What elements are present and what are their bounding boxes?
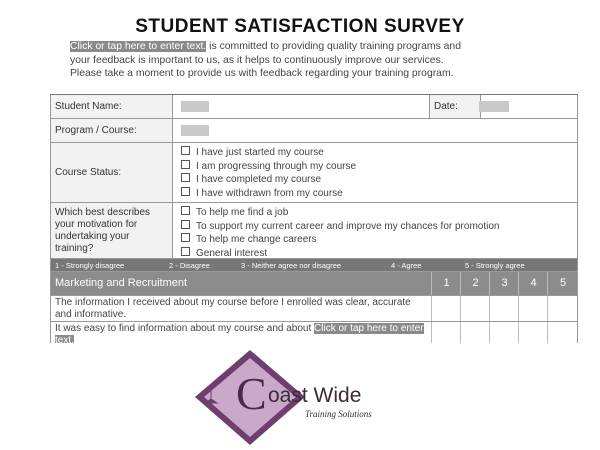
checkbox[interactable]: [181, 219, 190, 229]
options: To help me find a job To support my curr…: [181, 206, 499, 260]
column-header: 5: [547, 272, 578, 295]
scale-label: 3 - Neither agree nor disagree: [241, 261, 342, 270]
row: Which best describes your motivation for…: [50, 203, 578, 259]
survey-table: Student Name: Date: Program / Course: Co…: [50, 94, 578, 343]
checkbox[interactable]: [181, 233, 190, 242]
label: Course Status:: [51, 143, 173, 202]
column-header: 2: [460, 272, 490, 295]
section-header: Marketing and Recruitment 1 2 3 4 5: [50, 272, 578, 296]
label: Date:: [429, 95, 481, 118]
input[interactable]: [479, 101, 509, 112]
scale-label: 1 - Strongly disagree: [55, 261, 125, 270]
title: STUDENT SATISFACTION SURVEY: [135, 16, 465, 37]
option: General interest: [196, 247, 268, 259]
logo-tagline: Training Solutions: [305, 409, 372, 419]
option: I have just started my course: [196, 147, 324, 158]
section-title: Marketing and Recruitment: [55, 277, 188, 289]
scale-label: 4 - Agree: [391, 261, 422, 270]
option: To support my current career and improve…: [196, 220, 500, 232]
scale-label: 5 - Strongly agree: [465, 261, 525, 270]
checkbox[interactable]: [181, 146, 190, 155]
option: I have completed my course: [196, 174, 322, 185]
logo-initial: C: [236, 368, 267, 419]
row: Course Status: I have just started my co…: [50, 143, 578, 203]
intro-line: Please take a moment to provide us with …: [70, 68, 454, 79]
row: Student Name: Date:: [50, 95, 578, 119]
logo: C oast Wide Training Solutions: [195, 350, 372, 445]
checkbox[interactable]: [181, 173, 190, 182]
question: The information I received about my cour…: [55, 297, 411, 320]
intro: Click or tap here to enter text. is comm…: [70, 40, 550, 81]
option: To help me change careers: [196, 234, 317, 245]
placeholder[interactable]: Click or tap here to enter text.: [70, 41, 207, 52]
options: I have just started my course I am progr…: [181, 146, 356, 200]
column-header: 4: [518, 272, 548, 295]
question-row: It was easy to find information about my…: [50, 322, 578, 343]
option: I have withdrawn from my course: [196, 187, 343, 199]
scale-row: 1 - Strongly disagree 2 - Disagree 3 - N…: [50, 259, 578, 272]
checkbox[interactable]: [181, 246, 190, 256]
intro-line: is committed to providing quality traini…: [206, 41, 461, 52]
checkbox[interactable]: [181, 159, 190, 169]
intro-line: your feedback is important to us, as it …: [70, 54, 444, 66]
question: It was easy to find information about my…: [55, 323, 425, 343]
column-header: 3: [489, 272, 519, 295]
question-row: The information I received about my cour…: [50, 296, 578, 322]
checkbox[interactable]: [181, 206, 190, 215]
label: Student Name:: [51, 95, 173, 118]
option: To help me find a job: [196, 207, 289, 218]
scale-label: 2 - Disagree: [169, 261, 210, 270]
label: Which best describes your motivation for…: [51, 203, 173, 258]
logo-name: oast Wide: [268, 384, 361, 407]
input[interactable]: [181, 125, 209, 136]
label: Program / Course:: [51, 119, 173, 142]
option: I am progressing through my course: [196, 160, 357, 172]
question-text: It was easy to find information about my…: [55, 323, 315, 334]
input[interactable]: [181, 101, 209, 112]
logo-diamond-inner: [204, 358, 296, 437]
row: Program / Course:: [50, 119, 578, 143]
checkbox[interactable]: [181, 186, 190, 196]
lamp-icon: [203, 389, 219, 404]
column-header: 1: [431, 272, 461, 295]
